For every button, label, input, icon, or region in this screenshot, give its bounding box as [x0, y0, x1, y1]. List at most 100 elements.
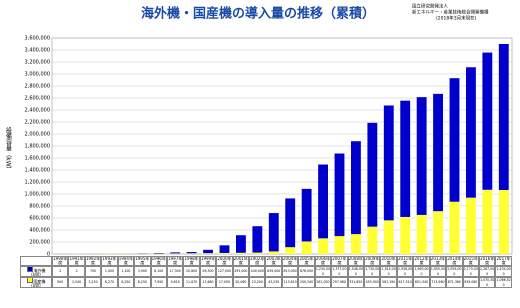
table-cell: 1,070,300 [478, 277, 496, 288]
chart-title: 海外機・国産機の導入量の推移（累積） [141, 6, 375, 22]
x-tick-label: 1993年度 [101, 256, 118, 266]
table-cell: 500 [52, 277, 69, 288]
table-cell: 713,960 [429, 277, 447, 288]
table-cell: 1,955,000 [429, 266, 447, 277]
table-cell: 2,173,000 [462, 266, 479, 277]
legend-label: 国産機 [33, 278, 46, 284]
bar-segment [236, 252, 246, 254]
table-cell: 293,000 [232, 266, 250, 277]
x-tick-label: 2014年度 [446, 256, 463, 266]
x-tick-label: 2015年度 [462, 256, 479, 266]
bar-segment [383, 220, 394, 254]
table-unit: (kW) [31, 283, 41, 288]
legend-item: 国産機 [26, 278, 46, 284]
table-cell: 939,060 [462, 277, 479, 288]
bar-segment [318, 238, 328, 254]
bar-segment [252, 226, 263, 253]
table-cell: 1,548,000 [347, 266, 365, 277]
bar-segment [449, 201, 460, 254]
table-cell: 20,800 [183, 266, 200, 277]
table-cell: 1,938,000 [396, 266, 414, 277]
y-tick-label: 1,000,000 [25, 192, 50, 198]
table-cell: 561,190 [380, 277, 397, 288]
bar-segment [449, 78, 460, 202]
bar-segment [498, 190, 509, 254]
bar-segment [482, 189, 493, 254]
table-cell: 331,650 [347, 277, 365, 288]
table-unit: (kW) [31, 272, 41, 277]
y-tick-label: 0 [47, 252, 50, 257]
bar-segment [170, 252, 181, 254]
x-tick-label: 2017年度 [495, 256, 512, 266]
bar-segment [416, 97, 427, 215]
note: (2018年3月末現在) [436, 15, 477, 22]
table-cell: 1,000 [101, 266, 118, 277]
bar-segment [170, 253, 181, 254]
x-tick-label: 2001年度 [232, 256, 250, 266]
x-tick-label: 1995年度 [134, 256, 151, 266]
note: 国立研究開発法人 [412, 3, 448, 10]
bar-segment [219, 252, 230, 254]
table-cell: 871,360 [446, 277, 463, 288]
table-cell: 7,950 [150, 277, 167, 288]
table-cell: 1,230,000 [314, 266, 332, 277]
bar-segment [203, 249, 213, 254]
bar-segment [351, 141, 361, 235]
table-cell: 23,200 [249, 277, 266, 288]
bar-segment [433, 211, 443, 254]
bar-segment [268, 251, 279, 254]
table-cell: 700 [84, 266, 102, 277]
table-cell: 11,870 [183, 277, 200, 288]
table-cell: 297,960 [331, 277, 348, 288]
table-cell: 1,066,520 [495, 277, 512, 288]
bar-segment [186, 252, 197, 254]
table-cell: 8,100 [150, 266, 167, 277]
table-cell: 813,000 [281, 266, 299, 277]
y-tick-label: 2,600,000 [25, 96, 50, 102]
y-tick-label: 1,200,000 [25, 180, 50, 186]
x-tick-label: 2003年度 [265, 256, 282, 266]
table-cell: 2,059,000 [446, 266, 463, 277]
bar-segment [219, 245, 230, 253]
y-tick-label: 1,800,000 [25, 144, 50, 150]
table-cell: 17,300 [166, 266, 184, 277]
y-tick-label: 3,600,000 [25, 36, 50, 42]
x-tick-label: 2013年度 [429, 256, 447, 266]
table-corner [20, 256, 52, 266]
table-cell: 20,060 [232, 277, 250, 288]
bar-segment [351, 234, 361, 254]
table-cell: 1,730,000 [364, 266, 381, 277]
data-table: 1990年度 1991年度 1992年度 1993年度 1994年度 1995年度 1996… [20, 256, 512, 288]
x-tick-label: 2011年度 [396, 256, 414, 266]
table-row: 1990年度 1991年度 1992年度 1993年度 1994年度 1995年度 1996… [20, 256, 512, 266]
y-tick-label: 2,200,000 [25, 120, 50, 126]
legend-label: 海外機 [33, 267, 46, 273]
note: 新エネルギー・産業技術総合開発機構 [412, 9, 489, 16]
bar-segment [498, 43, 509, 191]
bar-segment [203, 253, 213, 254]
legend-swatch [26, 267, 33, 272]
chart: 海外機・国産機の導入量の推移（累積） 国立研究開発法人 新エネルギー・産業技術総… [5, 3, 513, 258]
bar-segment [466, 67, 476, 198]
bar-segment [285, 247, 296, 254]
table-cell: 6,250 [134, 277, 151, 288]
x-tick-label: 1996年度 [150, 256, 167, 266]
table-cell: 455,900 [364, 277, 381, 288]
table-cell: 2,434,000 [495, 266, 512, 277]
bar-segment [285, 198, 296, 248]
bar-segment [186, 253, 197, 254]
x-tick-label: 2012年度 [413, 256, 430, 266]
bar-segment [268, 213, 279, 252]
table-cell: 2,540 [68, 277, 85, 288]
table-cell: 2,287,000 [478, 266, 496, 277]
table-cell: 617,510 [396, 277, 414, 288]
table-row: 海外機 (kW) 2 2 700 1,000 1,100 3,900 8,100 17,300 20… [20, 266, 512, 277]
y-tick-label: 2,000,000 [25, 132, 50, 138]
x-tick-label: 2009年度 [364, 256, 381, 266]
table-cell: 13,680 [199, 277, 217, 288]
y-axis-label: 設備容量（kW） [5, 127, 12, 173]
bar-segment [433, 93, 443, 212]
bar-segment [252, 252, 263, 254]
table-cell: 17,050 [216, 277, 233, 288]
x-tick-label: 2002年度 [249, 256, 266, 266]
